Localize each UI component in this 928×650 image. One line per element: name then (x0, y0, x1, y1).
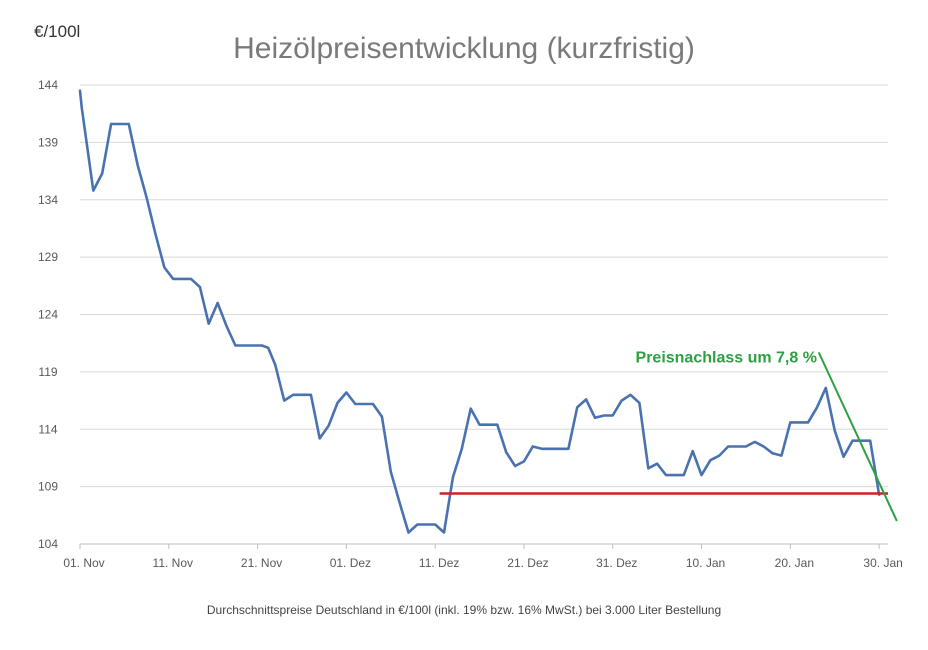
price-drop-trendline (817, 351, 898, 522)
axes: 104 109 114 119 124 129 134 139 144 01. Nov 11. No… (38, 78, 903, 570)
y-tick-label: 119 (38, 365, 57, 379)
x-tick-label: 31. Dez (596, 556, 637, 570)
y-axis-unit-label: €/100l (34, 22, 81, 41)
y-tick-label: 109 (38, 480, 58, 494)
chart-title: Heizölpreisentwicklung (kurzfristig) (233, 32, 695, 65)
y-tick-label: 104 (38, 537, 58, 551)
y-tick-label: 114 (38, 422, 57, 436)
y-tick-label: 129 (38, 250, 58, 264)
x-tick-label: 01. Nov (63, 556, 104, 570)
x-tick-label: 11. Dez (419, 556, 459, 570)
gridlines (80, 84, 888, 545)
x-tick-label: 21. Nov (241, 556, 282, 570)
x-tick-label: 10. Jan (686, 556, 725, 570)
x-tick-label: 01. Dez (330, 556, 371, 570)
x-tick-label: 11. Nov (153, 556, 193, 570)
x-tick-label: 20. Jan (775, 556, 814, 570)
series (78, 89, 881, 534)
price-series-line (78, 89, 881, 534)
annotations: Preisnachlass um 7,8 % (439, 350, 898, 522)
y-tick-label: 124 (38, 308, 58, 322)
footnote: Durchschnittspreise Deutschland in €/100… (206, 603, 722, 617)
y-tick-label: 134 (38, 193, 58, 207)
x-tick-label: 30. Jan (863, 556, 902, 570)
x-tick-label: 21. Dez (507, 556, 548, 570)
y-tick-label: 139 (38, 135, 58, 149)
price-drop-annotation: Preisnachlass um 7,8 % (636, 350, 817, 367)
y-tick-label: 144 (38, 78, 58, 92)
